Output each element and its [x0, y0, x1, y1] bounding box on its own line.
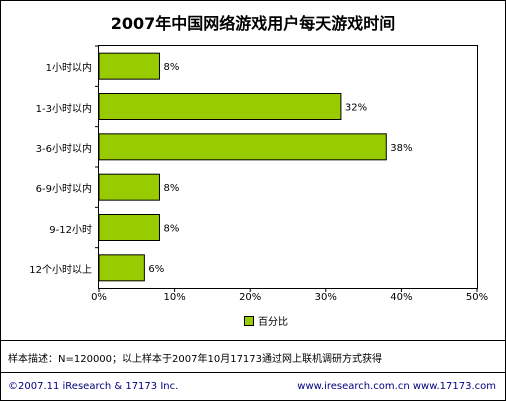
bar — [98, 52, 160, 80]
category-label: 1-3小时以内 — [35, 103, 92, 115]
x-tick-label: 0% — [91, 292, 107, 303]
footer-sites: www.iresearch.com.cn www.17173.com — [297, 381, 496, 392]
data-label: 38% — [390, 143, 412, 154]
x-tick-label: 40% — [390, 292, 413, 303]
divider-top — [0, 340, 506, 341]
data-label: 8% — [163, 62, 179, 73]
plot-area — [98, 45, 478, 289]
bar — [98, 254, 145, 282]
data-label: 32% — [345, 103, 367, 114]
bar — [98, 93, 342, 120]
footer-copyright: ©2007.11 iResearch & 17173 Inc. — [8, 381, 179, 392]
data-label: 6% — [148, 264, 164, 275]
x-tick-label: 10% — [163, 292, 186, 303]
x-tick-label: 20% — [239, 292, 262, 303]
x-tick-label: 30% — [314, 292, 337, 303]
bar — [98, 214, 160, 241]
bar — [98, 173, 160, 201]
legend-label: 百分比 — [258, 317, 288, 328]
category-label: 1小时以内 — [45, 63, 92, 75]
category-label: 3-6小时以内 — [35, 143, 92, 155]
bar — [98, 133, 387, 161]
chart-title: 2007年中国网络游戏用户每天游戏时间 — [110, 14, 396, 33]
data-label: 8% — [163, 224, 179, 235]
divider-bottom — [0, 372, 506, 373]
category-label: 9-12小时 — [49, 224, 92, 236]
legend-swatch — [244, 315, 254, 326]
x-tick-label: 50% — [465, 292, 489, 303]
sample-note: 样本描述：N=120000；以上样本于2007年10月17173通过网上联机调研… — [8, 354, 383, 365]
category-label: 12个小时以上 — [29, 264, 92, 276]
data-label: 8% — [163, 183, 179, 194]
legend: 百分比 — [244, 313, 288, 328]
category-label: 6-9小时以内 — [35, 184, 92, 196]
